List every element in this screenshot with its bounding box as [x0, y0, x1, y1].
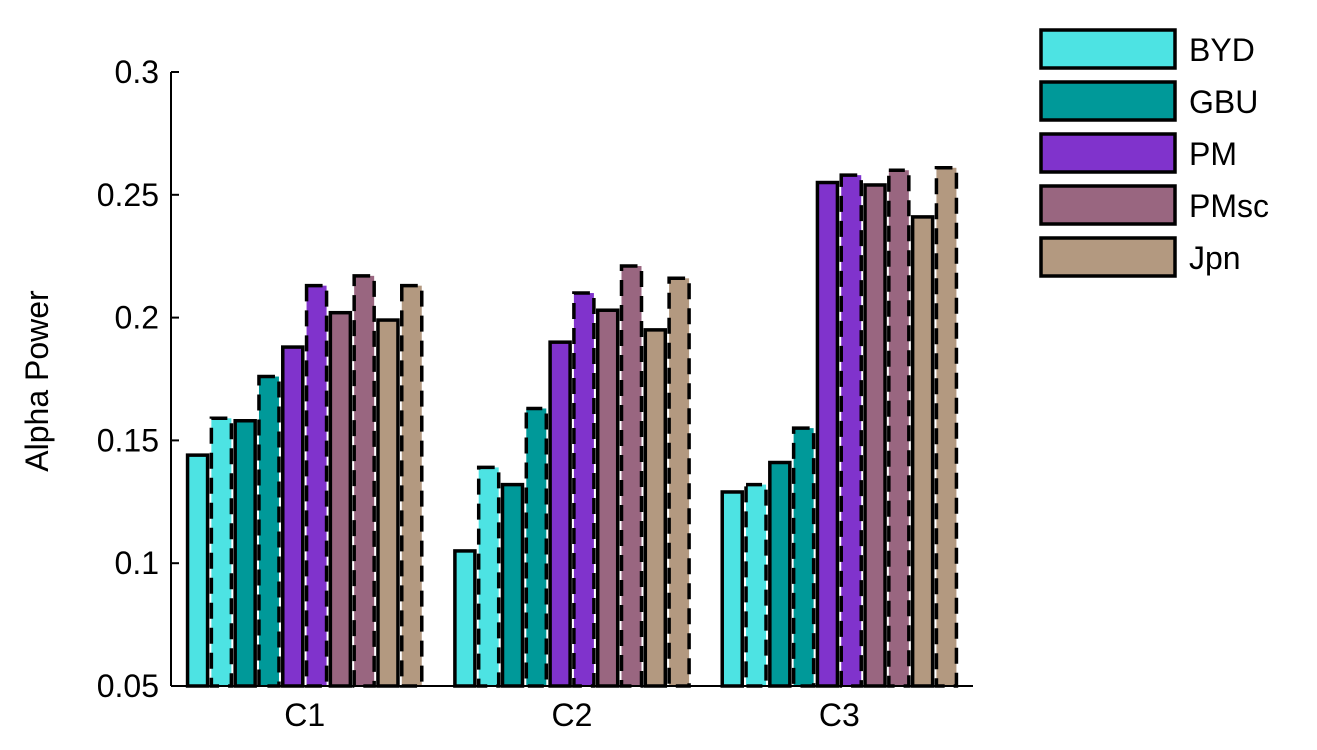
- bar-gbu-c1-dashed: [257, 374, 281, 688]
- bar-pmsc-c2-solid: [595, 308, 620, 688]
- bar-byd-c1-solid: [185, 453, 210, 688]
- bar-pm-c1-dashed: [304, 283, 329, 688]
- legend-swatch-byd: [1039, 28, 1177, 70]
- bar-gbu-c3-solid: [768, 460, 792, 688]
- bar-byd-c3-dashed: [744, 482, 768, 688]
- bar-gbu-c3-dashed: [791, 426, 816, 688]
- bar-jpn-c3-dashed: [934, 166, 959, 688]
- bar-jpn-c1-solid: [376, 318, 400, 688]
- x-tick-label: C1: [284, 697, 325, 733]
- x-tick-label: C3: [819, 697, 860, 733]
- bar-jpn-c1-dashed: [400, 283, 424, 688]
- bar-pmsc-c3-dashed: [887, 168, 911, 688]
- y-axis-title: Alpha Power: [19, 290, 55, 472]
- y-tick-label: 0.1: [115, 545, 159, 581]
- bar-pm-c3-dashed: [839, 173, 863, 688]
- bar-pm-c1-solid: [281, 345, 305, 688]
- bar-jpn-c3-solid: [910, 215, 935, 688]
- axes: [170, 72, 973, 687]
- legend: BYD GBU PM PMsc Jpn: [1039, 28, 1269, 278]
- legend-swatch-pm: [1039, 132, 1177, 174]
- x-ticks: C1 C2 C3: [284, 697, 860, 733]
- bar-jpn-c2-solid: [643, 328, 668, 688]
- legend-label-pm: PM: [1189, 136, 1237, 172]
- bar-pm-c2-solid: [548, 340, 572, 688]
- bar-gbu-c2-solid: [500, 482, 525, 688]
- legend-label-jpn: Jpn: [1189, 240, 1241, 276]
- y-tick-label: 0.3: [115, 54, 159, 90]
- bar-byd-c3-solid: [720, 490, 744, 688]
- legend-swatch-pmsc: [1039, 184, 1177, 226]
- legend-label-pmsc: PMsc: [1189, 188, 1269, 224]
- bar-pmsc-c2-dashed: [619, 264, 644, 688]
- bar-byd-c2-solid: [453, 549, 477, 688]
- legend-label-byd: BYD: [1189, 32, 1255, 68]
- y-ticks: 0.05 0.1 0.15 0.2 0.25 0.3: [97, 54, 179, 704]
- bar-byd-c2-dashed: [476, 465, 501, 688]
- bar-pmsc-c1-solid: [328, 310, 353, 688]
- x-tick-label: C2: [552, 697, 593, 733]
- bar-gbu-c2-dashed: [524, 406, 549, 688]
- y-tick-label: 0.2: [115, 300, 159, 336]
- y-tick-label: 0.15: [97, 422, 159, 458]
- bar-gbu-c1-solid: [233, 419, 257, 688]
- bar-pmsc-c3-solid: [863, 183, 887, 688]
- legend-swatch-gbu: [1039, 80, 1177, 122]
- bar-pmsc-c1-dashed: [352, 274, 376, 688]
- legend-label-gbu: GBU: [1189, 84, 1258, 120]
- y-tick-label: 0.25: [97, 177, 159, 213]
- bars-layer: [185, 166, 959, 688]
- bar-jpn-c2-dashed: [667, 276, 691, 688]
- bar-pm-c3-solid: [815, 180, 840, 688]
- y-tick-label: 0.05: [97, 668, 159, 704]
- legend-swatch-jpn: [1039, 236, 1177, 278]
- bar-byd-c1-dashed: [209, 416, 234, 688]
- bar-pm-c2-dashed: [572, 291, 596, 688]
